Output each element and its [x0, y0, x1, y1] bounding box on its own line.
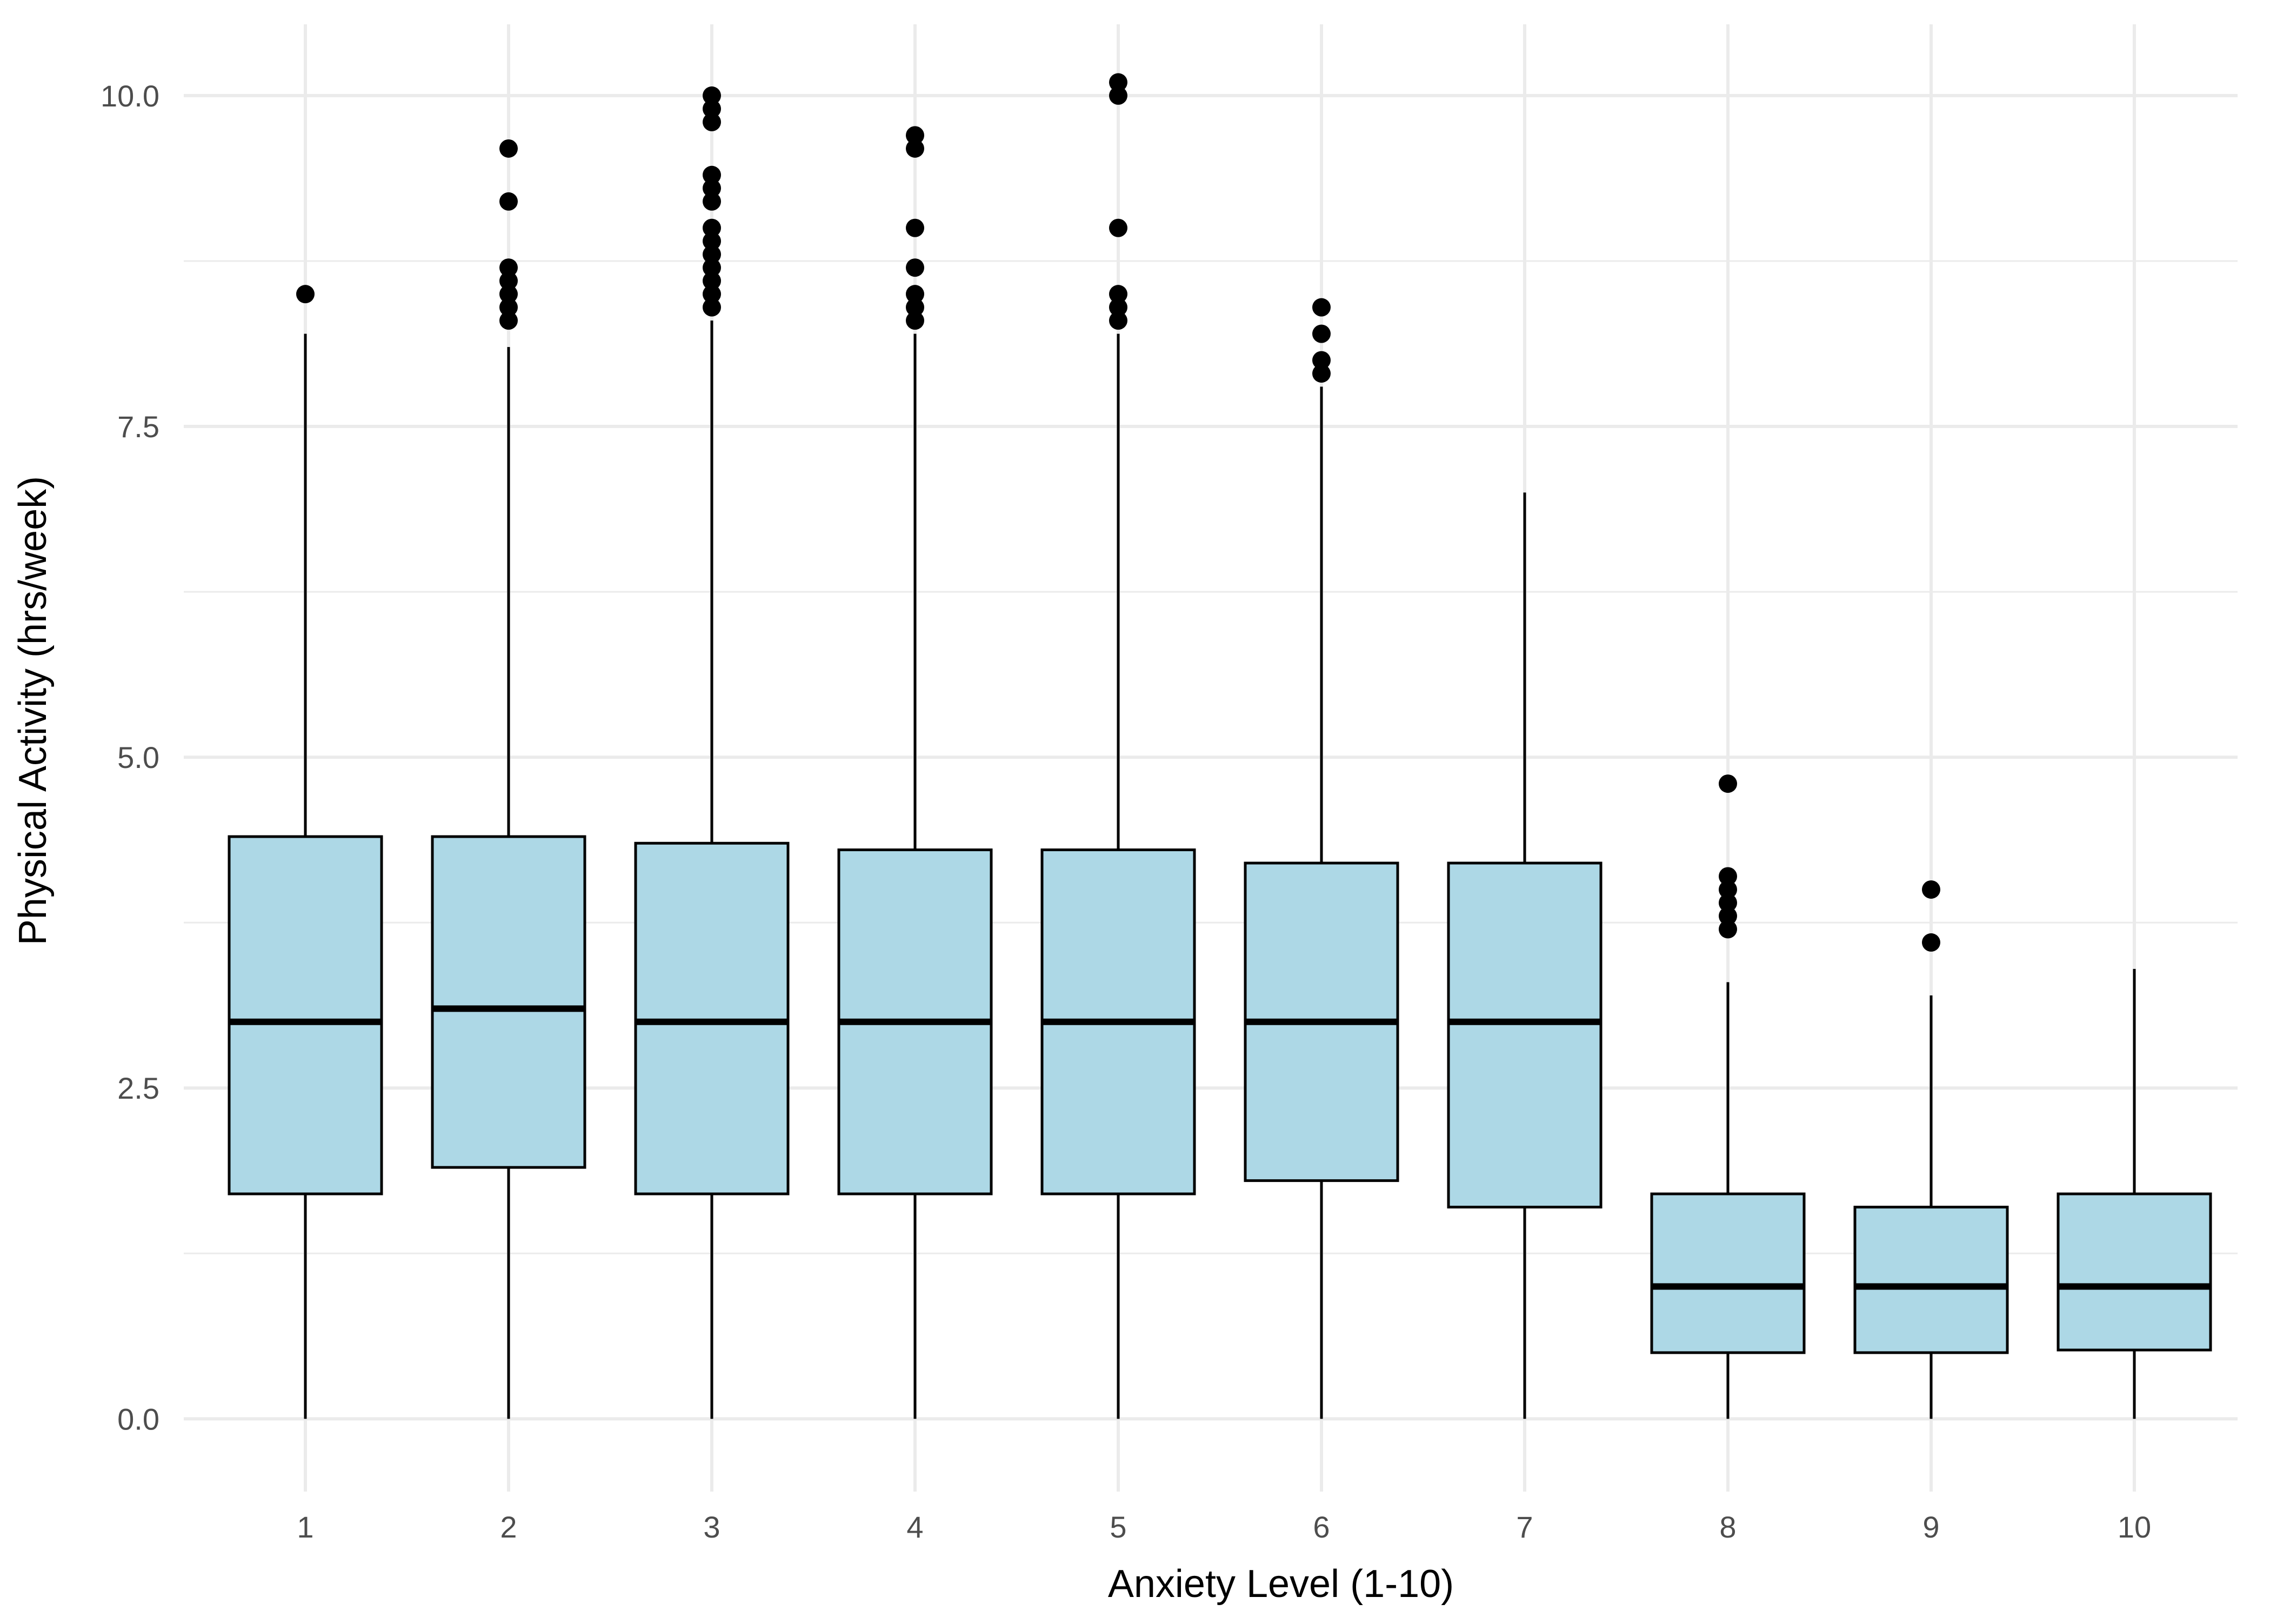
outlier-point	[1719, 867, 1737, 886]
outlier-point	[906, 218, 924, 237]
outlier-point	[1719, 906, 1737, 925]
iqr-box	[1447, 861, 1603, 1209]
outlier-point	[499, 258, 518, 277]
y-axis-title: Physical Activity (hrs/week)	[11, 476, 55, 945]
outlier-point	[703, 258, 721, 277]
iqr-box	[228, 835, 383, 1195]
y-tick-label: 2.5	[117, 1071, 159, 1105]
outlier-point	[499, 271, 518, 290]
outlier-point	[499, 139, 518, 158]
x-tick-label: 8	[1719, 1510, 1736, 1544]
x-axis-title: Anxiety Level (1-10)	[1108, 1562, 1454, 1606]
x-axis-ticks: 1 2 3 4 5 6 7 8 9 10	[297, 1510, 2151, 1544]
outlier-point	[1312, 364, 1331, 383]
outlier-point	[499, 285, 518, 304]
outlier-point	[703, 165, 721, 184]
outlier-point	[1109, 218, 1127, 237]
outlier-point	[499, 311, 518, 330]
box-group-1	[228, 285, 383, 1419]
outlier-point	[703, 86, 721, 105]
box-group-4	[837, 126, 993, 1419]
box-group-10	[2057, 968, 2212, 1419]
outlier-point	[906, 258, 924, 277]
outlier-point	[703, 285, 721, 304]
box-group-5	[1040, 73, 1196, 1419]
outlier-point	[906, 139, 924, 158]
box-group-8	[1650, 774, 1806, 1419]
x-tick-label: 5	[1110, 1510, 1126, 1544]
box-group-2	[431, 139, 586, 1419]
y-tick-label: 7.5	[117, 410, 159, 444]
outlier-point	[703, 245, 721, 264]
outlier-point	[703, 218, 721, 237]
iqr-box	[634, 841, 790, 1195]
outlier-point	[703, 179, 721, 198]
x-tick-label: 4	[906, 1510, 923, 1544]
outlier-point	[296, 285, 315, 304]
outlier-point	[1312, 324, 1331, 343]
box-group-6	[1244, 298, 1399, 1419]
box-group-3	[634, 86, 790, 1419]
box-group-9	[1853, 880, 2009, 1419]
iqr-box	[431, 835, 586, 1169]
outlier-point	[906, 298, 924, 317]
outlier-point	[906, 126, 924, 145]
outlier-point	[1109, 86, 1127, 105]
y-tick-label: 5.0	[117, 740, 159, 774]
outlier-point	[703, 192, 721, 211]
y-axis-ticks: 0.0 2.5 5.0 7.5 10.0	[101, 79, 159, 1436]
outlier-point	[1109, 298, 1127, 317]
outlier-point	[1719, 920, 1737, 939]
outlier-point	[906, 285, 924, 304]
iqr-box	[2057, 1192, 2212, 1352]
outlier-point	[703, 232, 721, 251]
outlier-point	[1109, 285, 1127, 304]
outlier-point	[499, 192, 518, 211]
x-tick-label: 7	[1516, 1510, 1533, 1544]
box-group-7	[1447, 492, 1603, 1419]
x-tick-label: 3	[703, 1510, 720, 1544]
x-tick-label: 1	[297, 1510, 313, 1544]
outlier-point	[1719, 880, 1737, 899]
outlier-point	[1719, 893, 1737, 912]
box-series	[228, 73, 2212, 1419]
outlier-point	[1109, 311, 1127, 330]
x-tick-label: 9	[1922, 1510, 1939, 1544]
outlier-point	[906, 311, 924, 330]
iqr-box	[1650, 1192, 1806, 1354]
outlier-point	[1109, 73, 1127, 92]
outlier-point	[1312, 351, 1331, 370]
y-tick-label: 0.0	[117, 1402, 159, 1436]
outlier-point	[1719, 774, 1737, 793]
outlier-point	[1922, 880, 1940, 899]
outlier-point	[703, 271, 721, 290]
outlier-point	[1922, 933, 1940, 952]
outlier-point	[1312, 298, 1331, 317]
outlier-point	[703, 298, 721, 317]
outlier-point	[499, 298, 518, 317]
x-tick-label: 6	[1313, 1510, 1330, 1544]
outlier-point	[703, 112, 721, 131]
iqr-box	[1853, 1206, 2009, 1354]
outlier-point	[703, 99, 721, 118]
x-tick-label: 2	[500, 1510, 517, 1544]
y-tick-label: 10.0	[101, 79, 159, 113]
x-tick-label: 10	[2118, 1510, 2151, 1544]
